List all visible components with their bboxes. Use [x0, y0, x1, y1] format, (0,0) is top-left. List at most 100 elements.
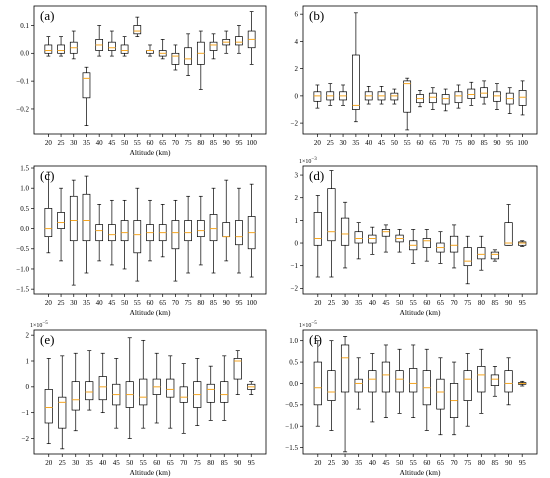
x-tick-label: 70	[451, 459, 459, 467]
x-tick-label: 30	[342, 459, 350, 467]
x-tick-label: 65	[437, 299, 445, 307]
box-90	[222, 179, 231, 262]
x-tick-label: 45	[378, 139, 386, 147]
iqr-box	[490, 251, 500, 260]
x-tick-label: 60	[147, 299, 155, 307]
box-20	[313, 340, 322, 427]
panel-label: (c)	[40, 168, 54, 183]
box-100	[247, 183, 256, 278]
x-tick-label: 85	[221, 459, 229, 467]
box-20	[44, 171, 53, 254]
x-tick-label: 35	[352, 139, 360, 147]
x-tick-label: 75	[185, 299, 193, 307]
y-tick-label: 0.1	[20, 22, 29, 30]
y-tick-label: −2	[291, 285, 299, 293]
iqr-box	[206, 383, 215, 403]
box-95	[518, 240, 527, 247]
x-tick-label: 30	[70, 139, 78, 147]
y-tick-label: −0.5	[285, 401, 298, 409]
x-tick-label: 45	[113, 459, 121, 467]
box-40	[368, 353, 377, 423]
iqr-box	[436, 378, 445, 410]
box-45	[381, 344, 391, 419]
x-tick-label: 60	[423, 459, 431, 467]
x-tick-label: 70	[180, 459, 188, 467]
box-90	[504, 357, 513, 406]
box-40	[368, 226, 377, 255]
box-100	[518, 80, 527, 116]
x-tick-label: 95	[506, 139, 514, 147]
box-75	[463, 353, 472, 427]
plot-frame	[302, 165, 538, 295]
x-tick-label: 20	[45, 139, 53, 147]
x-tick-label: 50	[121, 299, 129, 307]
iqr-box	[220, 381, 229, 403]
x-tick-label: 70	[451, 299, 459, 307]
box-20	[44, 36, 53, 57]
y-tick-label: −0.5	[16, 245, 29, 253]
iqr-box	[313, 91, 322, 102]
box-80	[477, 235, 486, 271]
y-tick-label: 1.5	[20, 164, 29, 172]
y-tick-label: 0	[295, 239, 299, 247]
x-tick-label: 55	[410, 459, 418, 467]
box-25	[57, 187, 65, 262]
x-tick-label: 75	[194, 459, 202, 467]
y-tick-label: 0.0	[20, 50, 29, 58]
box-60	[146, 199, 154, 262]
x-tick-label: 65	[167, 459, 175, 467]
box-25	[327, 340, 336, 431]
x-tick-label: 20	[314, 299, 322, 307]
box-50	[390, 88, 399, 105]
x-tick-label: 90	[505, 299, 513, 307]
panel-f: (f) 1×10−51.0 0.5 0.0 −0.5 −1.0 −1.5 20 25 30 35 40…	[285, 321, 538, 477]
iqr-box	[454, 91, 463, 104]
box-35	[354, 222, 363, 260]
iqr-box	[327, 188, 336, 242]
plot-frame	[302, 329, 538, 455]
iqr-box	[340, 217, 350, 246]
box-45	[381, 224, 391, 253]
iqr-box	[69, 195, 78, 242]
iqr-box	[82, 72, 91, 99]
box-95	[247, 381, 256, 395]
x-tick-label: 20	[45, 459, 53, 467]
x-tick-label: 55	[140, 459, 148, 467]
plot-frame	[33, 329, 267, 455]
box-65	[428, 87, 437, 110]
box-40	[98, 352, 107, 414]
iqr-box	[449, 235, 459, 253]
y-tick-label: −1.0	[285, 423, 298, 431]
iqr-box	[171, 220, 180, 250]
axis-multiplier: 1×10−3	[299, 157, 317, 165]
x-tick-label: 95	[248, 459, 256, 467]
x-tick-label: 50	[121, 139, 129, 147]
box-80	[477, 348, 486, 414]
x-axis-title: Altitude (km)	[129, 308, 171, 317]
box-45	[108, 30, 116, 57]
box-85	[490, 365, 500, 397]
x-tick-label: 25	[58, 139, 66, 147]
x-tick-label: 50	[126, 459, 134, 467]
iqr-box	[44, 389, 53, 424]
panel-label: (d)	[309, 168, 324, 183]
x-tick-label: 55	[134, 139, 142, 147]
x-tick-label: 45	[382, 459, 390, 467]
box-40	[95, 25, 104, 57]
x-tick-label: 95	[519, 459, 527, 467]
iqr-box	[381, 361, 391, 393]
iqr-box	[235, 220, 243, 246]
iqr-box	[85, 381, 94, 401]
iqr-box	[133, 220, 142, 254]
x-tick-label: 100	[517, 139, 528, 147]
iqr-box	[352, 54, 360, 110]
x-tick-label: 85	[481, 139, 489, 147]
box-55	[133, 187, 142, 282]
x-tick-label: 20	[314, 139, 322, 147]
x-tick-label: 25	[327, 139, 335, 147]
x-tick-label: 40	[96, 139, 104, 147]
box-20	[313, 84, 322, 109]
box-65	[436, 357, 445, 436]
x-tick-label: 45	[108, 139, 116, 147]
box-65	[158, 39, 167, 60]
